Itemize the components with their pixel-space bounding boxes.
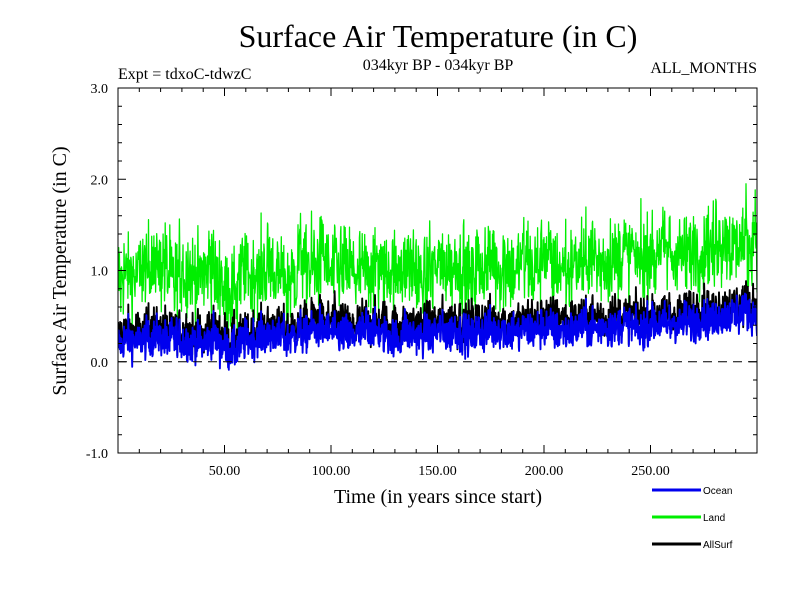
x-tick-label: 200.00: [525, 464, 564, 479]
y-tick-label: 3.0: [91, 82, 109, 97]
x-axis-label: Time (in years since start): [334, 486, 542, 508]
y-axis-label: Surface Air Temperature (in C): [49, 146, 71, 395]
series-line-ocean: [118, 292, 757, 371]
months-label: ALL_MONTHS: [650, 60, 757, 77]
x-tick-label: 250.00: [631, 464, 670, 479]
x-tick-label: 50.00: [209, 464, 241, 479]
plot-area: [118, 183, 757, 371]
series-line-land: [118, 183, 757, 334]
x-tick-label: 100.00: [312, 464, 351, 479]
legend: Ocean Land AllSurf: [652, 486, 733, 551]
chart-title: Surface Air Temperature (in C): [239, 18, 638, 54]
y-tick-label: 2.0: [91, 173, 109, 188]
legend-label-land: Land: [703, 513, 725, 524]
y-tick-label: 0.0: [91, 356, 109, 371]
y-tick-label: -1.0: [86, 447, 108, 462]
y-tick-label: 1.0: [91, 265, 109, 280]
legend-label-ocean: Ocean: [703, 486, 732, 497]
experiment-label: Expt = tdxoC-tdwzC: [118, 66, 251, 83]
x-tick-label: 150.00: [418, 464, 457, 479]
axes: 50.00 100.00 150.00 200.00 250.00 -1.0 0.0 1.0 2…: [86, 82, 758, 479]
period-label: 034kyr BP - 034kyr BP: [363, 57, 514, 74]
legend-label-allsurf: AllSurf: [703, 540, 733, 551]
